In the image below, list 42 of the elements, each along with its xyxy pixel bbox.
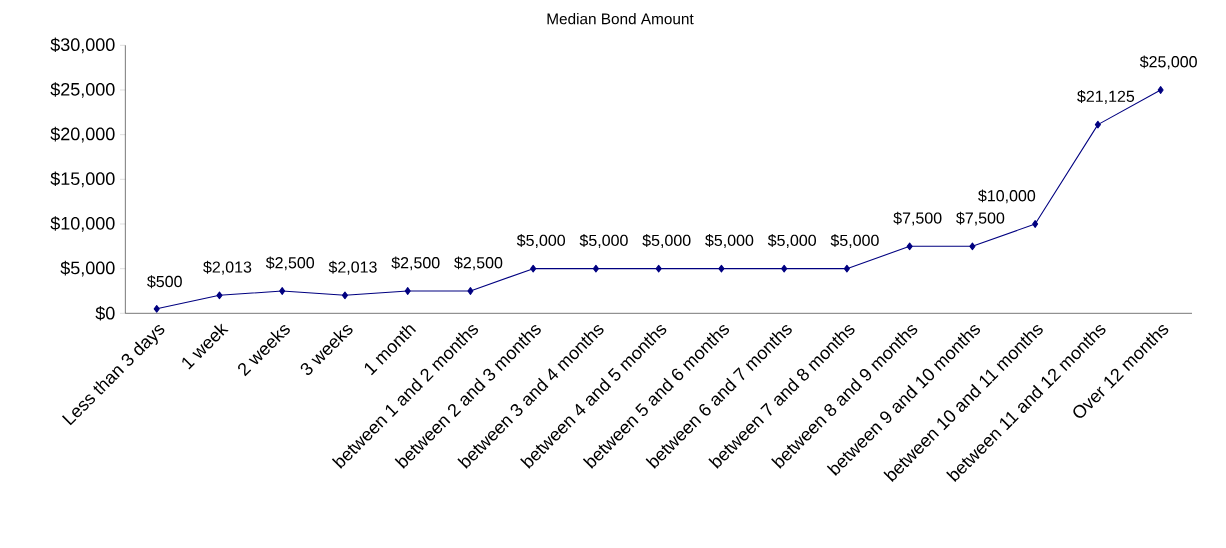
point bbox=[906, 242, 913, 251]
data-label: $5,000 bbox=[830, 234, 879, 248]
y-tick-label: $15,000 bbox=[50, 171, 115, 188]
data-label: $25,000 bbox=[1139, 55, 1197, 70]
chart-title: Median Bond Amount bbox=[547, 13, 694, 25]
data-label: $10,000 bbox=[978, 189, 1036, 204]
y-tick-label: $5,000 bbox=[60, 260, 115, 277]
point bbox=[279, 287, 286, 295]
point bbox=[843, 264, 850, 273]
point bbox=[655, 264, 662, 273]
data-label: $5,000 bbox=[579, 234, 628, 248]
point bbox=[781, 264, 788, 273]
point bbox=[1094, 120, 1101, 129]
data-label: $5,000 bbox=[767, 234, 817, 248]
point bbox=[1032, 220, 1039, 228]
point bbox=[969, 242, 976, 251]
point bbox=[216, 291, 223, 300]
point bbox=[530, 264, 537, 273]
y-tick-label: $0 bbox=[95, 306, 115, 321]
y-tick-label: $10,000 bbox=[50, 216, 115, 232]
data-label: $2,500 bbox=[391, 256, 440, 271]
data-label: $2,013 bbox=[328, 260, 377, 275]
data-label: $7,500 bbox=[893, 211, 942, 226]
data-label: $2,500 bbox=[265, 256, 315, 271]
point bbox=[718, 264, 725, 273]
point bbox=[341, 291, 348, 300]
point bbox=[467, 287, 474, 295]
data-label: $5,000 bbox=[705, 234, 754, 248]
data-label: $7,500 bbox=[956, 211, 1005, 226]
y-tick-label: $20,000 bbox=[50, 126, 115, 143]
point bbox=[153, 304, 160, 313]
y-tick-label: $30,000 bbox=[50, 37, 115, 54]
point bbox=[592, 264, 599, 273]
data-label: $5,000 bbox=[516, 234, 566, 248]
data-label: $5,000 bbox=[642, 234, 691, 248]
point bbox=[1157, 86, 1164, 94]
point bbox=[404, 287, 411, 295]
data-label: $500 bbox=[147, 275, 182, 289]
y-tick-label: $25,000 bbox=[50, 82, 115, 98]
data-label: $2,013 bbox=[203, 260, 252, 275]
data-label: $21,125 bbox=[1077, 90, 1135, 104]
data-label: $2,500 bbox=[454, 256, 503, 271]
